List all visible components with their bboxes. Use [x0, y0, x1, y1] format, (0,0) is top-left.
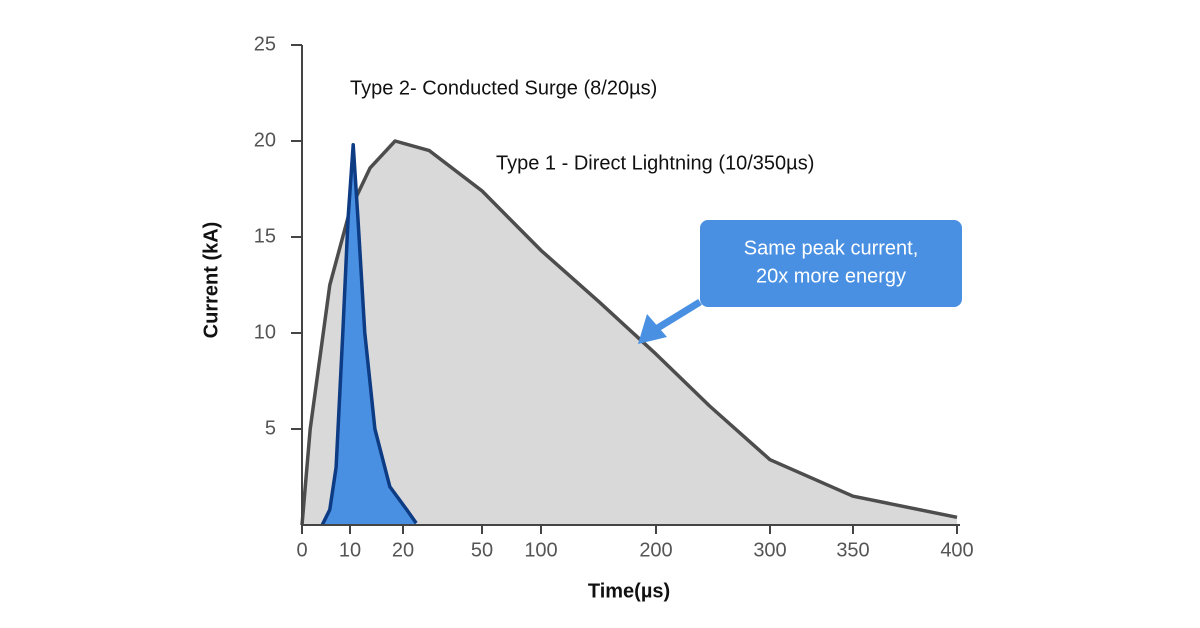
- callout-text: Same peak current,: [744, 237, 919, 259]
- callout-text: 20x more energy: [756, 265, 906, 287]
- x-tick-label: 50: [471, 539, 493, 561]
- x-tick-label: 300: [753, 539, 786, 561]
- y-tick-label: 20: [254, 129, 276, 151]
- y-tick-label: 15: [254, 225, 276, 247]
- x-tick-label: 350: [836, 539, 869, 561]
- x-tick-label: 100: [524, 539, 557, 561]
- line: [320, 143, 418, 526]
- x-tick-label: 400: [940, 539, 973, 561]
- area: [302, 141, 957, 525]
- x-axis-title: Time(µs): [588, 580, 670, 602]
- y-tick-label: 10: [254, 321, 276, 343]
- line: [300, 139, 958, 526]
- callout-arrow: [654, 299, 702, 332]
- y-tick-label: 5: [265, 417, 276, 439]
- y-axis-title: Current (kA): [200, 222, 222, 339]
- callout-arrowhead: [638, 314, 667, 344]
- x-tick-label: 10: [339, 539, 361, 561]
- x-tick-label: 20: [392, 539, 414, 561]
- plot-area: [300, 139, 958, 526]
- series-label: Type 1 - Direct Lightning (10/350µs): [496, 152, 814, 174]
- x-tick-label: 200: [639, 539, 672, 561]
- area: [322, 144, 417, 526]
- y-tick-label: 25: [254, 33, 276, 55]
- series-label: Type 2- Conducted Surge (8/20µs): [350, 77, 657, 99]
- x-tick-label: 0: [296, 539, 307, 561]
- callout-box: [700, 220, 962, 307]
